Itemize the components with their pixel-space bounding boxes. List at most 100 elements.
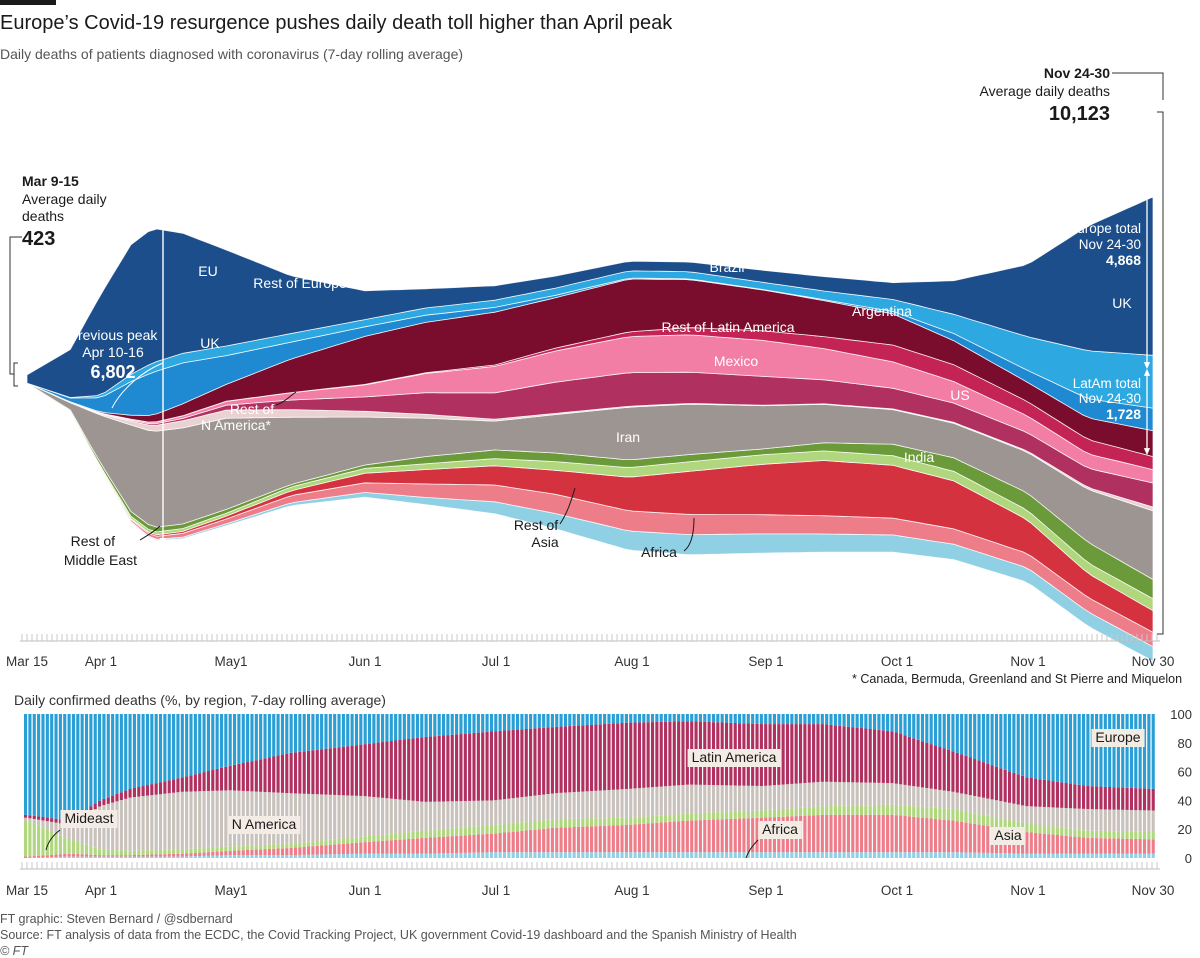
share-bar-n-america [185,791,189,850]
share-bar-asia [1073,836,1077,854]
share-bar-mideast [1090,830,1094,838]
share-bar-n-america [163,793,167,850]
share-bar-africa [311,854,315,858]
share-bar-latin-america [302,751,306,794]
share-bar-n-america [529,796,533,822]
share-bar-latin-america [1121,787,1125,810]
share-bar-europe [533,714,537,729]
share-bar-europe [376,714,380,743]
share-bar-africa [707,852,711,858]
share-bar-asia [350,843,354,854]
share-bar-asia [476,834,480,853]
label-rest-of-middle-east-2: Middle East [64,552,137,568]
share-y-tick-label: 100 [1170,707,1192,722]
share-bar-n-america [311,794,315,842]
latam-total-date: Nov 24-30 [1079,391,1141,406]
share-bar-asia [520,830,524,853]
share-bar-n-america [176,792,180,850]
share-bar-mideast [511,823,515,832]
share-bar-africa [515,852,520,858]
share-bar-europe [337,714,341,748]
share-bar-mideast [302,842,306,847]
share-bar-mideast [411,831,415,839]
share-bar-africa [398,853,402,858]
share-bar-n-america [1142,810,1147,832]
share-bar-latin-america [868,728,872,783]
share-bar-europe [912,714,916,739]
share-bar-mideast [624,817,628,825]
share-bar-latin-america [820,724,824,782]
share-bar-africa [616,852,620,858]
share-bar-europe [320,714,324,750]
share-bar-latin-america [176,778,180,793]
share-bar-n-america [441,801,446,830]
share-bar-n-america [1112,809,1116,832]
share-bar-africa [781,852,785,858]
rest-of-middle-east-leader [139,525,161,541]
share-bar-mideast [1081,830,1086,838]
share-bar-n-america [494,800,498,825]
share-bar-latin-america [581,725,585,792]
share-bar-mideast [803,807,807,816]
share-bar-mideast [1012,820,1016,831]
share-bar-mideast [71,840,76,854]
share-bar-n-america [694,784,698,814]
share-bar-africa [259,855,263,858]
share-label-europe-box [1091,729,1145,747]
share-bar-n-america [724,785,729,812]
share-bar-asia [1134,838,1138,854]
share-bar-africa [729,852,733,858]
share-bar-europe [798,714,803,725]
share-bar-n-america [54,822,58,834]
share-bar-mideast [80,843,84,855]
share-bar-latin-america [1034,778,1038,807]
share-bar-mideast [219,846,224,852]
share-bar-africa [1116,853,1120,858]
share-bar-latin-america [1025,777,1029,807]
share-bar-africa [951,852,955,858]
share-bar-mideast [1034,824,1038,833]
share-bar-europe [537,714,541,729]
share-bar-latin-america [394,740,398,800]
share-bar-asia [302,846,306,855]
share-bar-mideast [1138,831,1142,840]
share-label-europe: Europe [1095,729,1140,745]
share-bar-latin-america [903,735,907,785]
share-bar-africa [93,856,97,858]
share-bar-n-america [407,800,411,833]
share-bar-mideast [137,850,141,855]
share-bar-europe [359,714,363,745]
share-bar-latin-america [250,761,254,792]
share-bar-europe [1116,714,1120,788]
share-bar-latin-america [1142,788,1147,811]
share-bar-europe [328,714,332,749]
share-bar-asia [507,832,511,853]
share-bar-n-america [759,785,763,811]
share-bar-mideast [968,812,972,824]
share-bar-asia [694,820,698,853]
share-bar-asia [955,821,959,853]
share-bar-n-america [568,792,572,819]
share-bar-africa [1007,853,1012,858]
rest-of-europe-leader [369,275,406,291]
share-bar-latin-america [145,785,150,796]
share-bar-latin-america [232,764,237,791]
share-bar-africa [328,854,332,858]
share-bar-latin-america [1007,771,1012,803]
share-bar-asia [337,844,341,855]
share-bar-n-america [71,822,76,841]
share-bar-mideast [298,842,302,848]
share-bar-africa [285,855,289,858]
share-bar-africa [812,852,816,858]
share-bar-mideast [668,814,672,822]
share-bar-mideast [790,808,794,817]
share-bar-africa [977,852,981,858]
share-bar-africa [1121,853,1125,858]
share-bar-mideast [50,831,54,855]
start-leader [9,236,22,375]
share-bar-africa [415,853,419,858]
share-bar-europe [307,714,311,751]
share-bar-africa [1103,853,1107,858]
share-bar-asia [598,825,602,853]
share-bar-mideast [180,849,184,854]
